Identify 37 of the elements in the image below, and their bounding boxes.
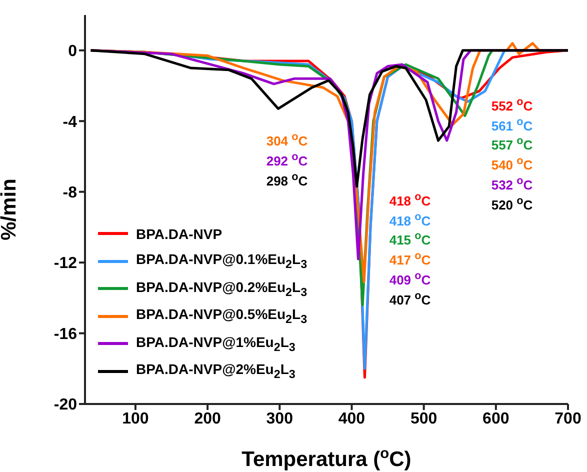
annotation: 540 $^{o}$C (491, 154, 533, 174)
x-tick-label: 700 (554, 410, 582, 428)
y-axis-title: %/min (0, 178, 20, 240)
legend-label: BPA.DA-NVP@0.2%Eu$_{2}$L$_{3}$ (136, 278, 308, 299)
legend-label: BPA.DA-NVP@2%Eu$_{2}$L$_{3}$ (136, 361, 296, 382)
legend-label: BPA.DA-NVP (136, 226, 222, 242)
annotation: 407 $^{o}$C (389, 288, 431, 309)
y-tick-label: -20 (54, 396, 78, 414)
annotation: 520 $^{o}$C (491, 194, 533, 214)
annotation: 552 $^{o}$C (491, 95, 533, 116)
annotation: 417 $^{o}$C (389, 249, 431, 270)
x-tick-label: 200 (194, 410, 221, 428)
y-tick-label: -16 (54, 326, 78, 343)
annotation: 304 $^{o}$C (266, 130, 308, 150)
annotation: 561 $^{o}$C (491, 114, 533, 136)
y-tick-label: -12 (54, 255, 78, 272)
x-tick-label: 100 (122, 410, 149, 428)
annotation: 415 $^{o}$C (389, 229, 431, 250)
annotation: 532 $^{o}$C (491, 174, 533, 194)
x-axis-title: Temperatura ($^{o}$C) (242, 446, 412, 471)
annotation: 298 $^{o}$C (266, 170, 308, 190)
x-tick-label: 300 (266, 410, 294, 428)
annotation: 557 $^{o}$C (491, 134, 533, 155)
y-tick-label: 0 (68, 43, 78, 60)
y-tick-label: -8 (62, 184, 78, 202)
y-tick-label: -4 (62, 114, 78, 131)
x-tick-label: 500 (410, 410, 438, 428)
legend-label: BPA.DA-NVP@0.5%Eu$_{2}$L$_{3}$ (136, 306, 308, 326)
annotation: 418 $^{o}$C (389, 190, 431, 210)
annotation: 409 $^{o}$C (389, 268, 431, 290)
annotation: 292 $^{o}$C (266, 150, 308, 170)
x-tick-label: 400 (338, 410, 366, 428)
legend-label: BPA.DA-NVP@0.1%Eu$_{2}$L$_{3}$ (136, 251, 308, 272)
x-tick-label: 600 (482, 410, 510, 428)
annotation: 418 $^{o}$C (389, 210, 431, 230)
legend-label: BPA.DA-NVP@1%Eu$_{2}$L$_{3}$ (136, 334, 296, 354)
line-series (90, 49, 568, 188)
